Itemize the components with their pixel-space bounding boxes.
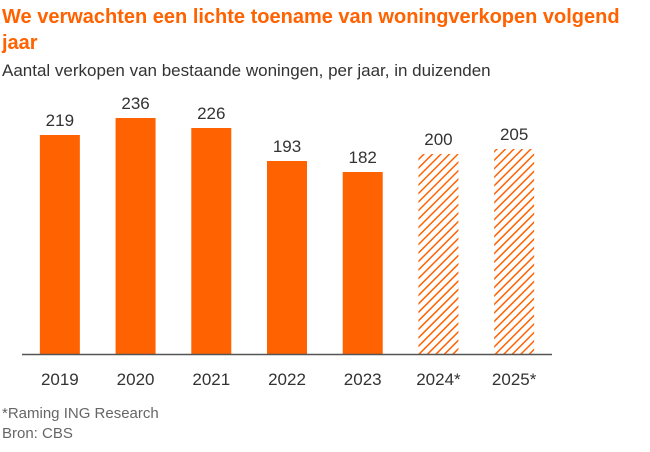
bar-2022 (267, 161, 307, 354)
value-label-2023: 182 (349, 148, 377, 167)
value-labels-group: 219 236 226 193 182 200 205 (46, 94, 529, 167)
bar-2020 (115, 118, 156, 354)
value-label-2020: 236 (121, 94, 149, 113)
chart-title: We verwachten een lichte toename van won… (2, 6, 620, 54)
x-tick-label-2025*: 2025* (492, 370, 537, 389)
value-label-2021: 226 (197, 104, 225, 123)
x-tick-label-2022: 2022 (268, 370, 306, 389)
source-note: Bron: CBS (2, 425, 73, 442)
value-label-2022: 193 (273, 137, 301, 156)
x-tick-labels-group: 2019 2020 2021 2022 2023 2024* 2025* (41, 370, 537, 389)
x-tick-label-2021: 2021 (192, 370, 230, 389)
bar-2019 (39, 135, 80, 354)
forecast-note: *Raming ING Research (2, 405, 159, 422)
value-label-2025*: 205 (500, 125, 528, 144)
value-label-2024*: 200 (424, 130, 452, 149)
bar-2023 (342, 172, 383, 354)
chart-subtitle: Aantal verkopen van bestaande woningen, … (2, 61, 491, 80)
x-tick-label-2019: 2019 (41, 370, 79, 389)
bar-2024* (418, 154, 459, 354)
footnotes: *Raming ING Research Bron: CBS (2, 404, 159, 444)
x-tick-label-2024*: 2024* (416, 370, 461, 389)
x-tick-label-2023: 2023 (344, 370, 382, 389)
bar-2021 (191, 128, 232, 354)
bar-2025* (494, 149, 535, 354)
x-tick-label-2020: 2020 (117, 370, 155, 389)
value-label-2019: 219 (46, 111, 74, 130)
bars-group (39, 118, 535, 354)
